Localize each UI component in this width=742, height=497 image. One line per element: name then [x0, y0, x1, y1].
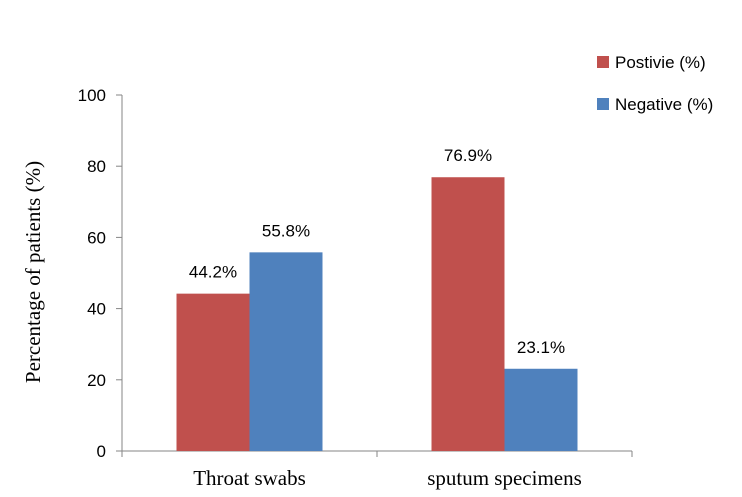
y-tick-label: 0 [97, 442, 106, 461]
data-labels: 44.2% 55.8% 76.9% 23.1% [189, 146, 565, 357]
bar [176, 293, 250, 451]
legend-swatch [597, 98, 609, 110]
y-tick-label: 60 [87, 228, 106, 247]
bar [504, 368, 578, 451]
data-label: 44.2% [189, 263, 237, 282]
legend-label: Postivie (%) [615, 53, 706, 72]
bar [431, 177, 505, 451]
data-label: 23.1% [517, 338, 565, 357]
category-label: sputum specimens [427, 466, 582, 490]
data-label: 76.9% [444, 146, 492, 165]
legend: Postivie (%) Negative (%) [597, 53, 713, 114]
legend-label: Negative (%) [615, 95, 713, 114]
legend-swatch [597, 56, 609, 68]
data-label: 55.8% [262, 221, 310, 240]
y-tick-label: 80 [87, 157, 106, 176]
bar [249, 252, 323, 451]
y-axis-title: Percentage of patients (%) [21, 161, 45, 383]
category-label: Throat swabs [193, 466, 306, 490]
y-tick-label: 100 [78, 86, 106, 105]
bars [176, 177, 578, 451]
y-tick-label: 40 [87, 300, 106, 319]
y-tick-label: 20 [87, 371, 106, 390]
axes: 0 20 40 60 80 100 Throat swabs sputum specimens [78, 86, 633, 490]
